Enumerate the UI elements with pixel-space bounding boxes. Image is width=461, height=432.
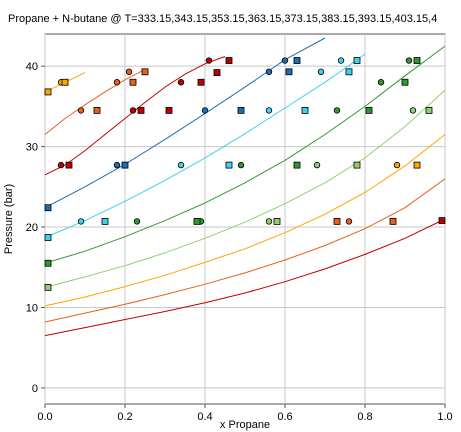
series-5-bubble-point bbox=[317, 68, 325, 76]
x-tick-label: 1.0 bbox=[437, 411, 452, 423]
series-3-dew-point bbox=[273, 218, 281, 225]
series-0-dew-point bbox=[197, 78, 205, 86]
y-tick-label: 30 bbox=[26, 142, 38, 154]
series-1-bubble-point bbox=[125, 68, 133, 76]
series-4-dew-point bbox=[293, 161, 301, 169]
series-5-bubble-point bbox=[177, 161, 185, 169]
series-0-dew-point bbox=[65, 161, 73, 169]
series-0-curve-0 bbox=[44, 218, 446, 337]
x-tick-label: 0.6 bbox=[277, 411, 292, 423]
series-4-bubble-point bbox=[333, 107, 341, 114]
series-5-dew-point bbox=[301, 107, 309, 114]
series-0-bubble-point bbox=[205, 57, 213, 64]
x-tick-label: 0.2 bbox=[117, 411, 132, 423]
series-3-bubble-point bbox=[313, 161, 321, 169]
series-4-dew-point bbox=[44, 259, 52, 267]
series-3-bubble-point bbox=[265, 218, 273, 225]
series-5-dew-point bbox=[353, 57, 361, 64]
series-4-bubble-point bbox=[237, 161, 245, 169]
series-1-curve-1 bbox=[44, 68, 146, 135]
series-1-dew-point bbox=[129, 78, 137, 86]
y-tick-label: 40 bbox=[26, 61, 38, 73]
series-4-dew-point bbox=[413, 57, 421, 64]
y-tick-label: 0 bbox=[32, 383, 38, 395]
series-4-bubble-point bbox=[405, 57, 413, 64]
series-5-dew-point bbox=[44, 234, 52, 241]
x-tick-label: 0.4 bbox=[197, 411, 212, 423]
series-2-dew-point bbox=[61, 78, 69, 86]
y-axis-label: Pressure (bar) bbox=[3, 184, 15, 254]
series-1-bubble-point bbox=[345, 218, 353, 225]
y-tick-label: 20 bbox=[26, 222, 38, 234]
series-0-bubble-point bbox=[177, 79, 185, 86]
series-2-dew-point bbox=[413, 161, 421, 169]
series-6-bubble-point bbox=[201, 107, 209, 114]
series-6-dew-point bbox=[293, 57, 301, 64]
grid-lines bbox=[44, 34, 446, 404]
model-curves bbox=[44, 37, 446, 337]
series-1-dew-point bbox=[333, 218, 341, 225]
series-1-bubble-point bbox=[113, 79, 121, 86]
series-5-dew-point bbox=[101, 218, 109, 225]
series-1-dew-point bbox=[389, 218, 397, 225]
series-3-dew-point bbox=[44, 283, 52, 291]
series-1-curve-0 bbox=[44, 178, 446, 323]
y-axis-ticks: 0 10 20 30 40 bbox=[26, 61, 45, 395]
series-4-bubble-point bbox=[377, 79, 385, 86]
series-5-bubble-point bbox=[265, 107, 273, 114]
series-0-dew-point bbox=[225, 57, 233, 64]
chart-title: Propane + N-butane @ T=333.15,343.15,353… bbox=[8, 13, 437, 25]
series-4-dew-point bbox=[193, 218, 201, 225]
series-4-curve-0 bbox=[44, 45, 446, 264]
series-1-bubble-point bbox=[77, 107, 85, 114]
series-5-bubble-point bbox=[337, 57, 345, 64]
series-0-dew-point bbox=[438, 217, 446, 225]
series-3-curve-0 bbox=[44, 89, 446, 288]
series-3-dew-point bbox=[353, 161, 361, 169]
series-3-dew-point bbox=[425, 107, 433, 114]
series-4-dew-point bbox=[401, 78, 409, 86]
series-6-dew-point bbox=[237, 107, 245, 114]
series-0-bubble-point bbox=[57, 161, 65, 169]
series-2-dew-point bbox=[44, 88, 52, 96]
series-5-dew-point bbox=[345, 68, 353, 76]
series-5-bubble-point bbox=[77, 218, 85, 225]
x-axis-label: x Propane bbox=[220, 419, 270, 431]
series-2-curve-0 bbox=[44, 134, 446, 307]
series-6-dew-point bbox=[285, 68, 293, 76]
x-tick-label: 0.0 bbox=[37, 411, 52, 423]
series-4-dew-point bbox=[365, 107, 373, 114]
series-4-bubble-point bbox=[133, 218, 141, 225]
series-2-bubble-point bbox=[393, 161, 401, 169]
series-6-dew-point bbox=[121, 161, 129, 169]
series-0-bubble-point bbox=[129, 107, 137, 114]
series-5-dew-point bbox=[225, 161, 233, 169]
series-0-dew-point bbox=[137, 107, 145, 114]
series-3-bubble-point bbox=[409, 107, 417, 114]
y-tick-label: 10 bbox=[26, 302, 38, 314]
series-1-dew-point bbox=[141, 68, 149, 76]
series-6-curve-0 bbox=[44, 37, 326, 209]
x-tick-label: 0.8 bbox=[357, 411, 372, 423]
series-0-dew-point bbox=[165, 107, 173, 114]
series-6-dew-point bbox=[44, 204, 52, 212]
series-6-bubble-point bbox=[281, 57, 289, 64]
x-axis-ticks: 0.0 0.2 0.4 0.6 0.8 1.0 bbox=[37, 404, 453, 423]
data-points bbox=[44, 57, 446, 291]
series-6-bubble-point bbox=[113, 161, 121, 169]
series-1-dew-point bbox=[93, 107, 101, 114]
series-5-curve-0 bbox=[44, 53, 366, 238]
series-6-bubble-point bbox=[265, 68, 273, 76]
series-0-dew-point bbox=[213, 69, 221, 77]
